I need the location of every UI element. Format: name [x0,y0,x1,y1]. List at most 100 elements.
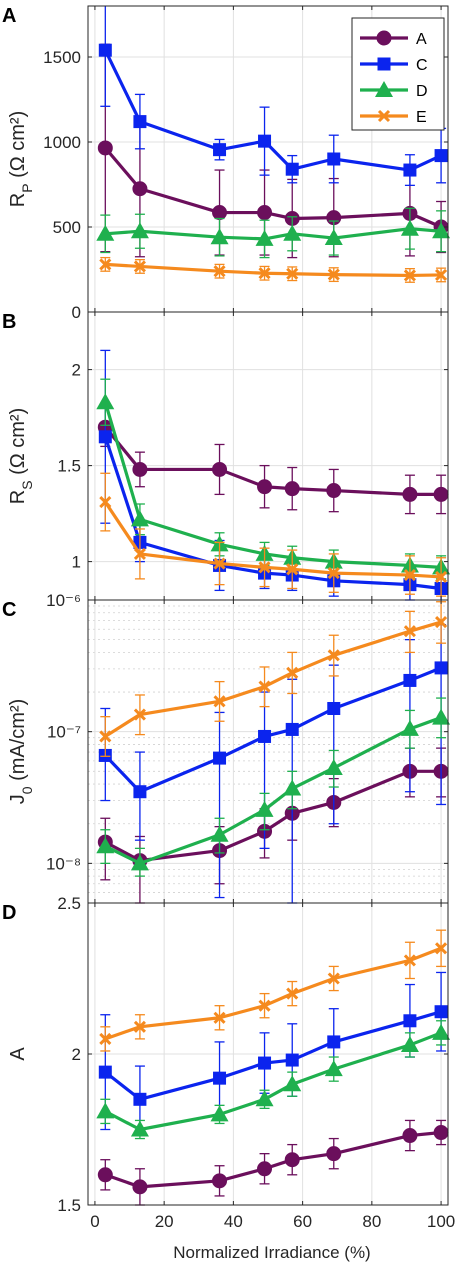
series-C [98,6,448,187]
data-point [99,258,112,271]
panel-label: C [2,599,16,621]
data-point [327,649,340,662]
y-tick-label: 1.5 [57,1196,81,1215]
y-tick-label: 1.5 [57,457,81,476]
panel-label: D [2,902,16,924]
data-point [257,205,273,221]
data-point [133,785,147,799]
data-point [435,942,448,955]
y-axis-label: J0 (mA/cm²) [7,699,35,805]
data-point [285,1053,299,1067]
series-line [104,426,442,496]
y-tick-label: 10⁻⁸ [46,854,81,873]
x-axis-label: Normalized Irradiance (%) [173,1243,370,1262]
data-point [258,134,272,148]
data-point [255,1090,274,1107]
series-C [98,623,448,904]
y-axis-label: A [7,1047,29,1061]
legend-marker [376,30,392,46]
data-point [132,461,148,477]
data-point [96,393,115,410]
data-point [98,1065,112,1079]
data-point [324,758,343,775]
data-point [130,1120,149,1137]
data-point [133,708,146,721]
data-point [133,1092,147,1106]
x-tick-label: 40 [224,1212,243,1231]
data-point [432,222,451,239]
data-point [284,1152,300,1168]
data-point [435,570,448,584]
y-tick-label: 500 [53,218,81,237]
series-line [104,1010,442,1101]
x-tick-label: 60 [293,1212,312,1231]
data-point [403,269,416,282]
series-line [103,436,442,591]
y-tick-label: 10⁻⁷ [47,723,81,742]
data-point [213,143,227,157]
series-line [105,227,442,241]
data-point [432,708,451,725]
legend-label: D [416,83,428,100]
data-point [400,219,419,236]
data-point [432,1023,451,1040]
legend-box [351,17,445,131]
y-tick-label: 2 [72,1045,81,1064]
data-point [258,267,271,280]
data-point [96,224,115,241]
data-point [213,557,226,570]
series-E [99,601,448,757]
legend-marker [377,57,391,71]
data-point [213,751,227,765]
data-point [210,825,229,842]
data-point [212,1173,228,1189]
data-point [255,229,274,246]
series-D [96,207,451,259]
y-tick-label: 1000 [43,133,81,152]
series-line [103,49,442,172]
data-point [285,162,299,176]
y-axis-label: RP (Ω cm²) [7,111,35,208]
series-E [99,472,448,597]
legend-marker [375,81,393,97]
y-tick-label: 0 [72,303,81,322]
series-D [96,697,451,877]
data-point [403,1014,417,1028]
y-tick-label: 10⁻⁶ [46,591,81,610]
data-point [324,229,343,246]
data-point [99,1032,112,1045]
data-point [130,222,149,239]
data-point [327,268,340,281]
data-point [286,666,299,679]
data-point [283,779,302,796]
data-point [133,115,147,129]
data-point [99,730,112,743]
data-point [98,430,112,444]
data-point [403,163,417,177]
series-line [104,146,442,229]
data-point [213,1071,227,1085]
data-point [403,673,417,687]
data-point [133,260,146,273]
data-point [327,701,341,715]
series-line [104,946,442,1041]
data-point [96,1102,115,1119]
data-point [210,1105,229,1122]
data-point [403,625,416,638]
data-point [98,43,112,57]
y-tick-label: 1500 [43,48,81,67]
data-point [258,1056,272,1070]
data-point [286,267,299,280]
y-tick-label: 1 [72,553,81,572]
y-tick-label: 2 [72,361,81,380]
data-point [213,1011,226,1024]
data-point [435,268,448,282]
data-point [324,1060,343,1077]
data-point [257,479,273,495]
data-point [327,972,340,985]
data-point [327,567,340,580]
series-D [96,1020,451,1140]
legend-label: E [416,109,427,126]
series-line [104,666,442,794]
